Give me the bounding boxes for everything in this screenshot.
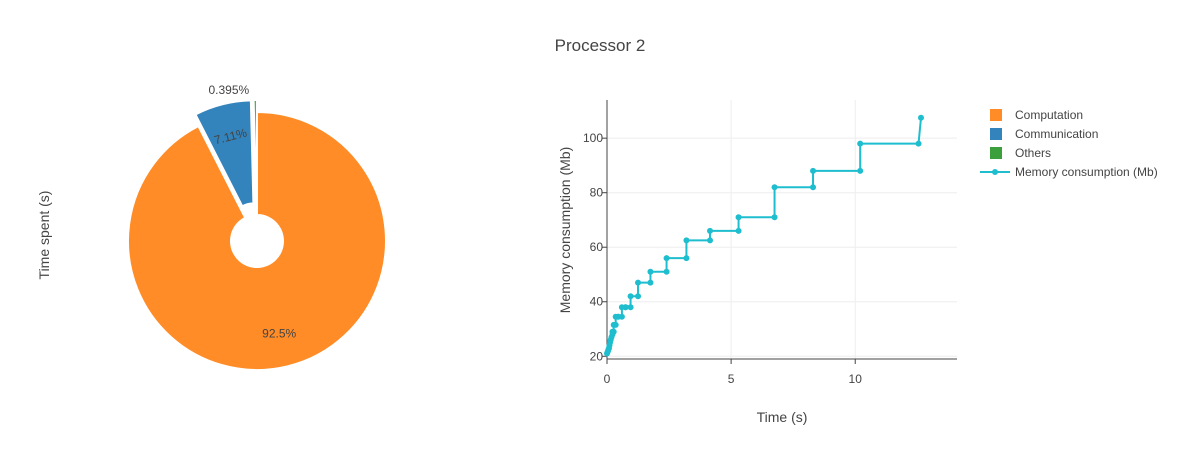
data-point[interactable] xyxy=(735,227,742,234)
pie-chart: Time spent (s) 92.5%7.11%0.395% xyxy=(36,83,387,371)
data-point[interactable] xyxy=(857,167,864,174)
data-point[interactable] xyxy=(663,268,670,275)
legend-label: Others xyxy=(1015,146,1051,160)
data-point[interactable] xyxy=(663,255,670,262)
y-axis-title: Memory consumption (Mb) xyxy=(557,147,573,314)
data-point[interactable] xyxy=(810,184,817,191)
y-tick-label: 60 xyxy=(590,240,604,254)
data-point[interactable] xyxy=(810,167,817,174)
data-point[interactable] xyxy=(707,227,714,234)
pie-slice-others[interactable] xyxy=(252,99,258,205)
chart-title: Processor 2 xyxy=(555,36,646,55)
pie-label-computation: 92.5% xyxy=(262,326,296,340)
legend-item[interactable]: Communication xyxy=(990,127,1098,141)
data-point[interactable] xyxy=(918,114,925,121)
data-point[interactable] xyxy=(683,237,690,244)
pie-slice-computation[interactable] xyxy=(127,110,387,371)
legend-label: Computation xyxy=(1015,108,1083,122)
pie-slice-communication[interactable] xyxy=(194,99,255,208)
data-point[interactable] xyxy=(627,293,634,300)
data-point[interactable] xyxy=(735,214,742,221)
data-point[interactable] xyxy=(707,237,714,244)
data-point[interactable] xyxy=(915,140,922,147)
x-axis-title: Time (s) xyxy=(757,409,808,425)
legend-swatch xyxy=(990,147,1002,159)
legend-label: Communication xyxy=(1015,127,1098,141)
legend-swatch xyxy=(990,109,1002,121)
data-point[interactable] xyxy=(647,279,654,286)
legend-item[interactable]: Memory consumption (Mb) xyxy=(980,165,1158,179)
data-point[interactable] xyxy=(635,293,642,300)
data-point[interactable] xyxy=(771,184,778,191)
pie-y-axis-title: Time spent (s) xyxy=(36,191,52,280)
legend-marker xyxy=(992,169,998,175)
data-point[interactable] xyxy=(647,268,654,275)
data-point[interactable] xyxy=(635,279,642,286)
y-tick-label: 20 xyxy=(590,349,604,363)
y-tick-label: 40 xyxy=(590,295,604,309)
y-tick-label: 80 xyxy=(590,186,604,200)
x-tick-label: 5 xyxy=(728,372,735,386)
x-tick-label: 0 xyxy=(604,372,611,386)
line-chart: 0 5 10 20 40 60 80 100 Time (s) Memory consump… xyxy=(557,100,957,425)
y-tick-label: 100 xyxy=(583,131,603,145)
legend-item[interactable]: Computation xyxy=(990,108,1083,122)
pie-label-others: 0.395% xyxy=(208,83,249,97)
data-point[interactable] xyxy=(627,304,634,311)
memory-consumption-line xyxy=(606,117,923,354)
data-point[interactable] xyxy=(771,214,778,221)
data-point[interactable] xyxy=(618,313,625,320)
data-point[interactable] xyxy=(857,140,864,147)
data-point[interactable] xyxy=(622,304,629,311)
data-point[interactable] xyxy=(683,255,690,262)
legend-swatch xyxy=(990,128,1002,140)
data-point[interactable] xyxy=(610,328,617,335)
data-point[interactable] xyxy=(612,321,619,328)
legend-label: Memory consumption (Mb) xyxy=(1015,165,1158,179)
legend: Computation Communication Others Memory con… xyxy=(980,108,1158,179)
legend-item[interactable]: Others xyxy=(990,146,1051,160)
x-tick-label: 10 xyxy=(849,372,863,386)
